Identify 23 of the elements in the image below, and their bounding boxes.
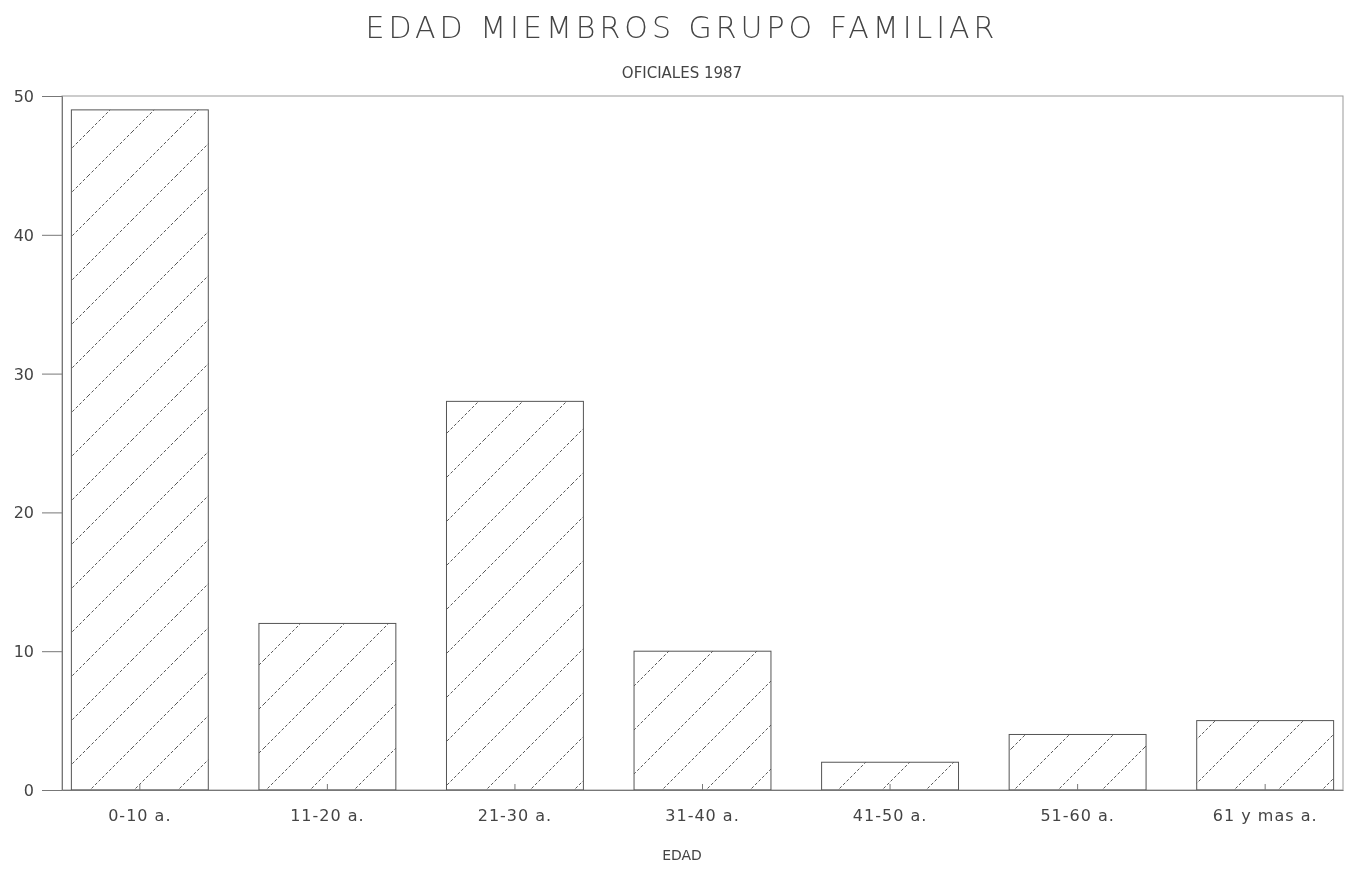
x-tick-label: 0-10 a. [108, 806, 172, 826]
x-tick-label: 51-60 a. [1040, 806, 1115, 826]
y-tick-label: 0 [23, 781, 34, 800]
bar [258, 622, 397, 791]
x-axis-title: EDAD [662, 847, 702, 863]
bar [1008, 733, 1147, 791]
y-tick-label: 40 [13, 225, 34, 245]
chart-subtitle: OFICIALES 1987 [621, 64, 743, 82]
x-tick-label: 21-30 a. [477, 806, 553, 826]
y-tick-label: 10 [13, 642, 34, 662]
bar [1196, 720, 1335, 791]
x-tick-label: 41-50 a. [852, 806, 928, 826]
x-tick-label: 31-40 a. [665, 806, 740, 826]
bar [445, 400, 584, 791]
x-tick-label: 11-20 a. [290, 806, 365, 826]
bar [821, 761, 960, 791]
y-tick-label: 50 [13, 87, 34, 106]
bar [70, 109, 209, 791]
y-tick-label: 30 [13, 364, 34, 384]
x-tick-label: 61 y mas a. [1212, 806, 1318, 826]
bar [633, 650, 772, 791]
y-tick-label: 20 [13, 503, 34, 523]
chart-title: EDAD MIEMBROS GRUPO FAMILIAR [365, 10, 999, 45]
